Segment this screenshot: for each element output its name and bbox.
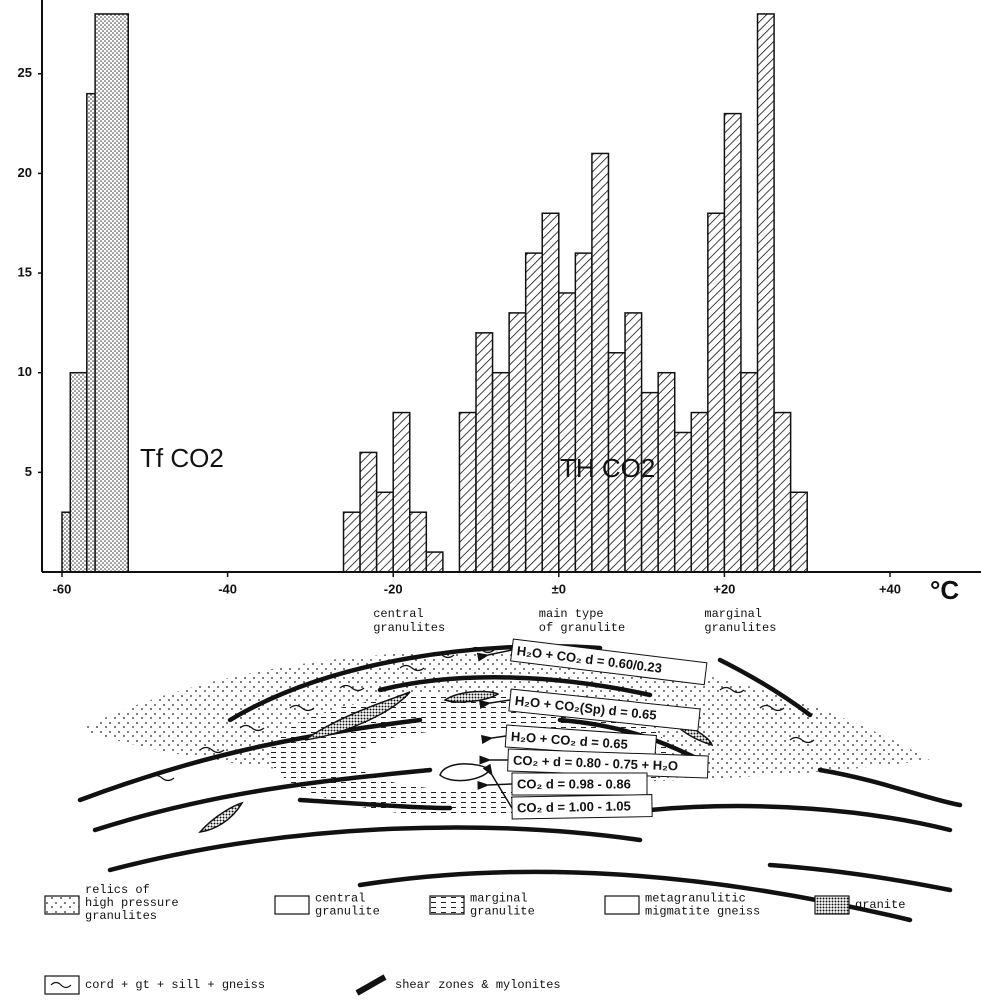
y-tick-label: 20 [18,165,32,180]
callout-arrow [478,699,511,710]
histogram-bar [508,312,527,573]
histogram-bar [359,451,378,573]
legend-label: central [315,892,365,906]
legend-label: high pressure [85,896,179,910]
histogram-bar [673,431,693,573]
callout-label: CO₂ d = 1.00 - 1.05 [517,798,631,815]
y-tick-label: 10 [18,364,32,379]
legend-swatch [814,895,850,915]
callout-arrow [482,763,513,809]
x-annotation: main type [539,607,604,621]
histogram-bar [723,112,742,573]
histogram-bar [789,491,808,573]
histogram-bar [69,371,88,573]
series-label: TH CO2 [560,453,655,483]
histogram-bar [491,371,510,573]
legend-label: shear zones & mylonites [395,978,561,992]
legend-swatch [604,895,640,915]
histogram-bar [524,252,543,573]
legend-swatch-wave [50,981,72,989]
histogram-bar [657,371,676,573]
series-label: Tf CO2 [140,443,224,473]
x-annotation: granulites [373,621,445,635]
legend-swatch [274,895,310,915]
y-tick-label: 15 [18,264,32,279]
histogram-bar [458,411,477,573]
histogram-bar [690,411,709,573]
callout-arrow [477,780,513,790]
histogram-bar [392,411,411,573]
histogram-bar [86,92,96,573]
legend-swatch [429,895,465,915]
legend-label: metagranulitic [645,892,746,906]
legend-label: granulite [315,905,380,919]
x-annotation: marginal [704,607,762,621]
callout-arrow [480,735,507,744]
callout: H₂O + CO₂ d = 0.65 [504,724,657,758]
histogram-bar [375,491,394,573]
histogram-bar [740,371,759,573]
y-tick-label: 25 [18,65,32,80]
callout-arrow [476,649,513,662]
legend-label: marginal [470,892,528,906]
x-tick-label: +40 [879,581,901,596]
callout-label: CO₂ d = 0.98 - 0.86 [517,776,631,791]
histogram-bar [558,292,577,573]
histogram-bar [94,13,129,573]
histogram-bar [756,13,775,573]
histogram-bar [475,332,494,573]
x-unit: °C [930,575,959,605]
histogram-bar [425,551,444,573]
legend-label: relics of [85,883,150,897]
histogram-bar [624,312,643,573]
histogram-chart: 5 10 15 20 25 -60 -40 -20 ±0 +20 +40 °C Tf CO2 TH CO2… [18,0,981,635]
y-tick-label: 5 [25,464,32,479]
legend-label: granulites [85,909,157,923]
granite-lenses [198,690,714,834]
histogram-bar [541,212,560,573]
callout: CO₂ d = 0.98 - 0.86 [511,772,648,796]
x-tick-label: ±0 [552,581,566,596]
histogram-bar [409,511,428,573]
histogram-bar [61,511,72,573]
callout-label: CO₂ + d = 0.80 - 0.75 + H₂O [513,753,679,774]
legend-label: granulite [470,905,535,919]
histogram-bar [574,252,593,573]
callout: CO₂ d = 1.00 - 1.05 [511,794,653,820]
callout: CO₂ + d = 0.80 - 0.75 + H₂O [507,748,709,779]
x-tick-label: -60 [53,581,72,596]
gneiss-waves [149,646,815,782]
histogram-bar [591,152,610,573]
legend-swatch [44,895,80,915]
legend-label: granite [855,898,905,912]
legend-swatch [44,975,80,995]
x-annotation: of granulite [539,621,625,635]
histogram-bar [773,411,792,573]
histogram-bar [707,212,726,573]
legend-swatch [355,974,387,996]
legend-label: cord + gt + sill + gneiss [85,978,265,992]
histogram-bar [342,511,361,573]
x-tick-label: +20 [713,581,735,596]
x-annotation: central [373,607,423,621]
x-tick-label: -20 [384,581,403,596]
x-annotation: granulites [704,621,776,635]
x-tick-label: -40 [218,581,237,596]
legend-label: migmatite gneiss [645,905,760,919]
